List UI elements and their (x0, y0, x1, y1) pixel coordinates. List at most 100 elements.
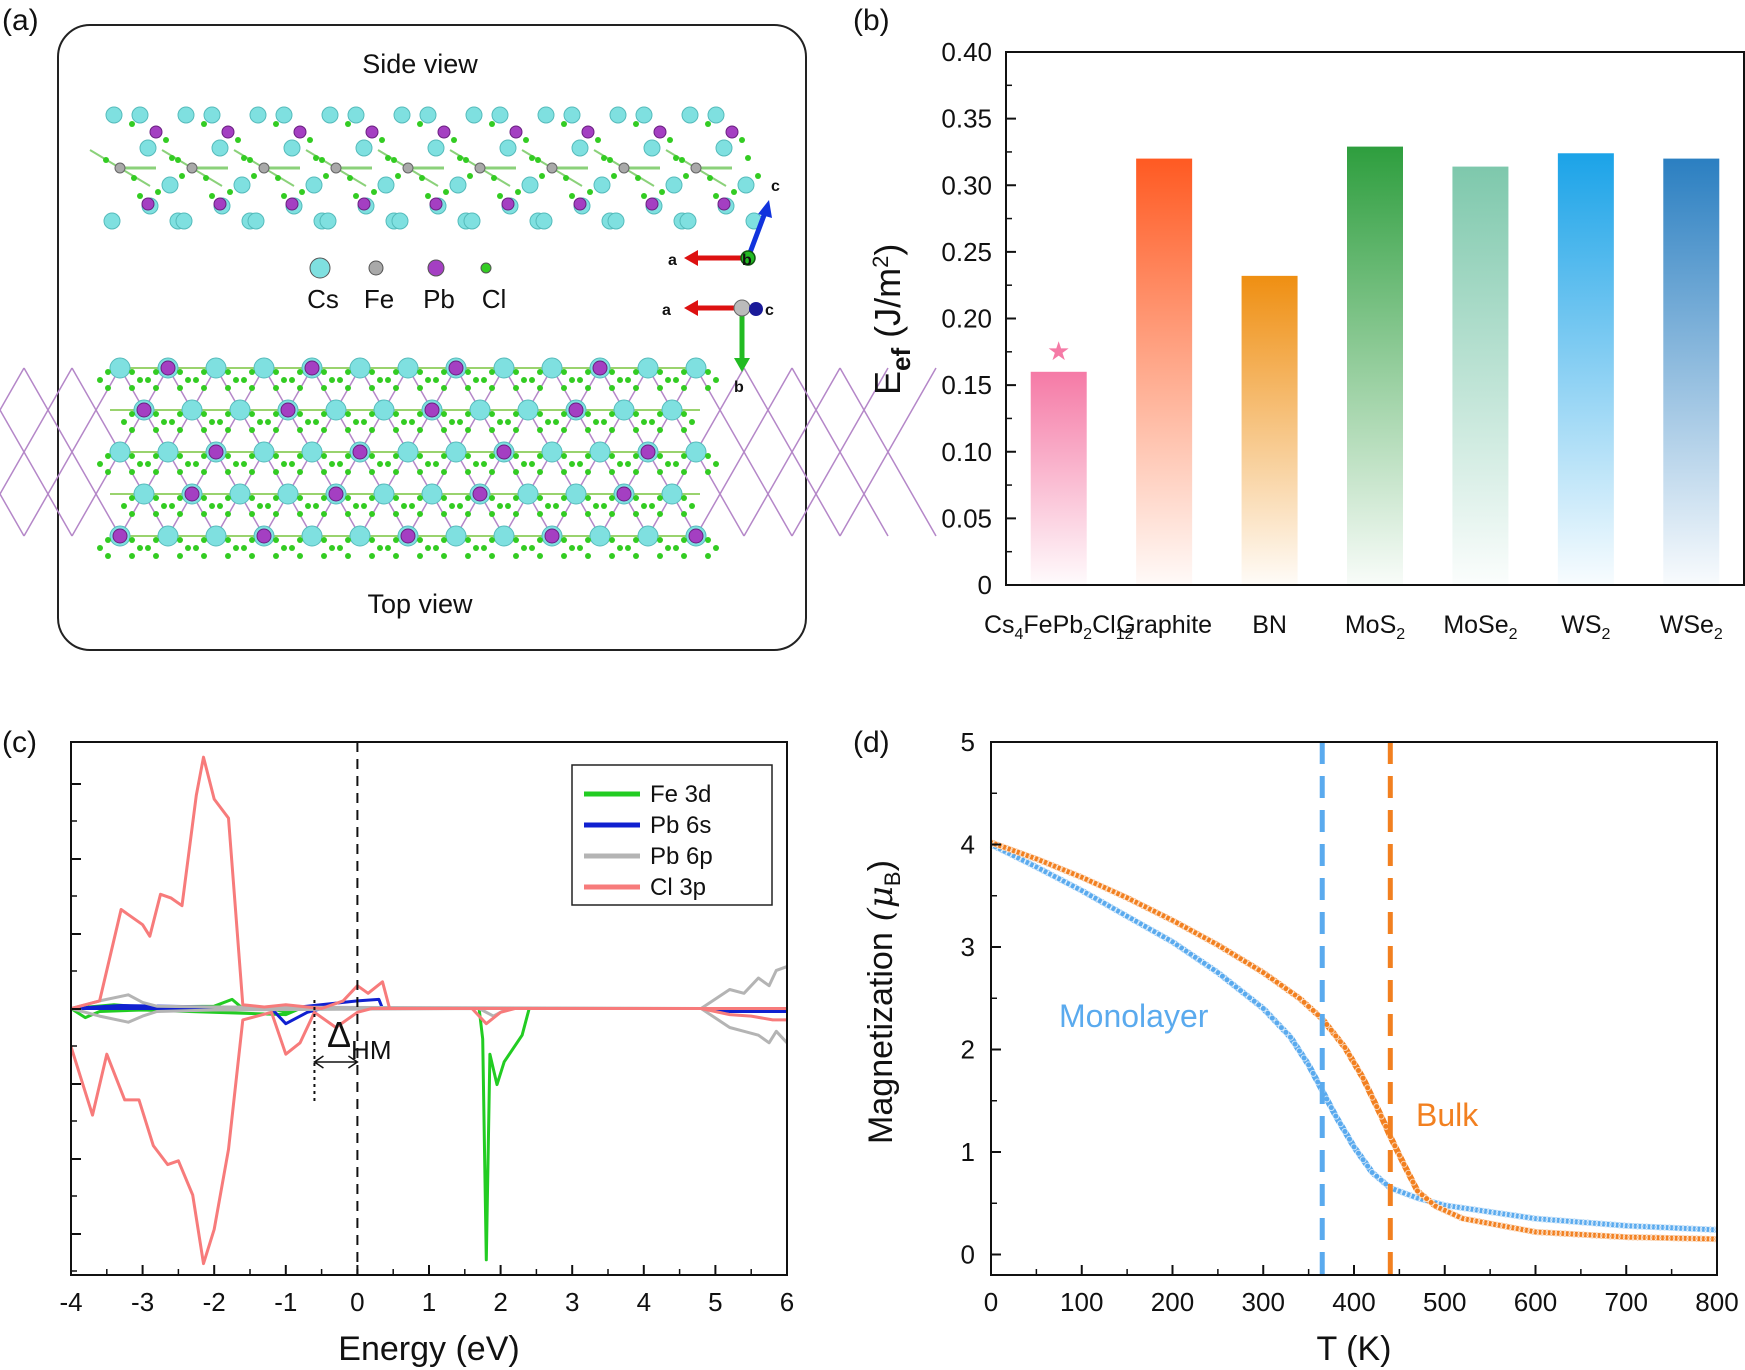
cl-atom (209, 193, 215, 199)
fe-atom (618, 162, 630, 174)
cl-atom (137, 545, 143, 551)
point-monolayer (1273, 1019, 1281, 1027)
ytick-label: 0 (961, 1240, 975, 1270)
point-monolayer (1377, 1176, 1385, 1184)
pb-atom (568, 402, 584, 418)
point-bulk (1495, 1221, 1503, 1229)
cl-atom (633, 385, 639, 391)
cl-atom (265, 419, 271, 425)
cl-atom (273, 453, 279, 459)
point-bulk (1105, 886, 1113, 894)
cl-atom (249, 469, 255, 475)
cl-atom (145, 461, 151, 467)
cl-atom (297, 537, 303, 543)
cl-atom (321, 385, 327, 391)
point-bulk (1677, 1234, 1685, 1242)
point-monolayer (1618, 1221, 1626, 1229)
cl-atom (417, 511, 423, 517)
cl-atom (385, 545, 391, 551)
cl-atom (417, 411, 423, 417)
point-bulk (1046, 860, 1054, 868)
cl-atom (345, 385, 351, 391)
cl-atom (513, 469, 519, 475)
cs-atom (493, 357, 515, 379)
cs-atom (469, 399, 491, 421)
cl-atom (635, 175, 641, 181)
cl-atom (385, 155, 391, 161)
cl-atom (417, 495, 423, 501)
ytick-label: 3 (961, 932, 975, 962)
cl-atom (177, 553, 183, 559)
cl-atom (297, 385, 303, 391)
point-bulk (1069, 870, 1077, 878)
point-bulk (1686, 1235, 1694, 1242)
cl-atom (161, 503, 167, 509)
cl-atom (369, 369, 375, 375)
dos-xlabel: Energy (eV) (338, 1330, 519, 1368)
cl-atom (673, 377, 679, 383)
cl-atom (705, 369, 711, 375)
cs-atom (715, 139, 733, 157)
category-text-part: Cl (1092, 611, 1116, 639)
cl-atom (513, 495, 519, 501)
point-bulk (1400, 1160, 1408, 1168)
cl-atom (569, 377, 575, 383)
cl-atom (535, 157, 541, 163)
point-bulk (1486, 1220, 1494, 1228)
cl-atom (593, 419, 599, 425)
cl-atom (105, 453, 111, 459)
category-text-part: FePb (1023, 611, 1083, 639)
point-bulk (1327, 1026, 1335, 1034)
cl-atom (457, 419, 463, 425)
cl-atom (201, 537, 207, 543)
cs-atom (537, 106, 555, 124)
point-monolayer (1559, 1217, 1567, 1225)
cl-atom (273, 121, 279, 127)
point-bulk (1355, 1067, 1362, 1074)
point-bulk (1536, 1228, 1544, 1236)
cl-atom (153, 369, 159, 375)
bar-mose2 (1452, 166, 1509, 585)
cl-atom (297, 453, 303, 459)
cl-atom (497, 193, 503, 199)
cl-atom (513, 385, 519, 391)
cl-atom (529, 461, 535, 467)
cl-atom (633, 121, 639, 127)
cl-atom (177, 453, 183, 459)
cl-atom (505, 503, 511, 509)
point-monolayer (1577, 1218, 1585, 1226)
cl-atom (561, 411, 567, 417)
cl-atom (537, 469, 543, 475)
cl-atom (681, 453, 687, 459)
cl-atom (297, 411, 303, 417)
xtick-label: 3 (565, 1287, 579, 1317)
pb-atom (208, 444, 224, 460)
point-monolayer (1264, 1009, 1272, 1017)
cl-atom (561, 369, 567, 375)
point-monolayer (1677, 1224, 1685, 1232)
axis-c-dot-top (749, 302, 763, 316)
point-bulk (1296, 994, 1303, 1002)
category-text-part: MoSe (1443, 611, 1508, 639)
point-monolayer (1550, 1216, 1558, 1224)
cl-atom (377, 377, 383, 383)
cl-atom (97, 461, 103, 467)
side-view-structure (89, 106, 763, 230)
cs-atom (177, 106, 195, 124)
cl-atom (177, 427, 183, 433)
cl-atom (385, 377, 391, 383)
point-bulk (1600, 1232, 1608, 1240)
cl-atom (177, 511, 183, 517)
point-bulk (1391, 1142, 1399, 1150)
cl-atom (201, 511, 207, 517)
cl-atom (249, 553, 255, 559)
xtick-label-wse2: WSe2 (1660, 611, 1723, 643)
point-bulk (1591, 1231, 1598, 1239)
cl-atom (395, 173, 401, 179)
cl-atom (163, 137, 169, 143)
cl-atom (481, 461, 487, 467)
point-monolayer (1395, 1187, 1403, 1195)
point-bulk (1613, 1233, 1621, 1241)
point-monolayer (1336, 1120, 1344, 1128)
